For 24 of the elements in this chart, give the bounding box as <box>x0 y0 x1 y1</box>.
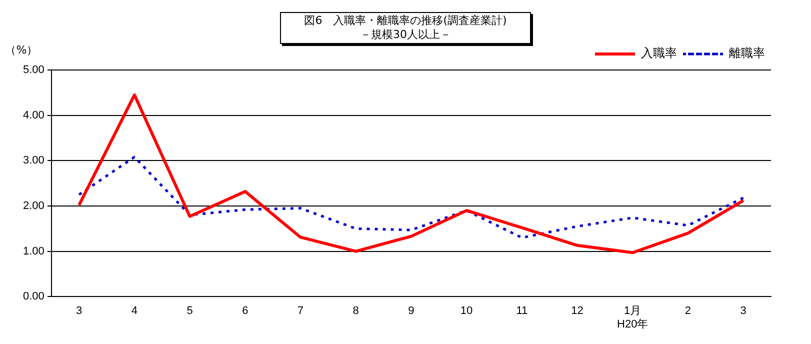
x-tick-label: 12 <box>571 305 584 318</box>
x-tick-label: 6 <box>242 305 248 318</box>
y-tick-label: 0.00 <box>22 290 44 303</box>
y-tick-label: 3.00 <box>22 154 44 167</box>
y-tick-label: 4.00 <box>22 109 44 122</box>
y-tick-label: 2.00 <box>22 200 44 212</box>
x-tick-label: 1月 H20年 <box>617 305 648 330</box>
x-tick-label: 9 <box>408 305 414 318</box>
x-tick-label: 4 <box>131 305 138 318</box>
x-tick-label: 10 <box>460 305 473 318</box>
x-tick-label: 3 <box>740 305 746 318</box>
x-tick-label: 3 <box>76 305 82 318</box>
line-series <box>78 156 745 239</box>
x-tick-label: 5 <box>186 305 193 318</box>
chart-title: 図6 入職率・離職率の推移(調査産業計) －規模30人以上－ <box>280 12 531 44</box>
legend-label: 入職率 <box>641 46 677 60</box>
x-tick-label: 7 <box>297 305 304 318</box>
x-tick-label: 2 <box>684 305 692 318</box>
y-tick-label: 1.00 <box>22 245 44 258</box>
x-tick-label: 11 <box>516 305 528 318</box>
y-tick-label: 5.00 <box>22 64 44 76</box>
legend-label: 離職率 <box>729 46 765 60</box>
y-axis-title: （%） <box>5 43 38 56</box>
x-tick-label: 8 <box>352 305 359 318</box>
